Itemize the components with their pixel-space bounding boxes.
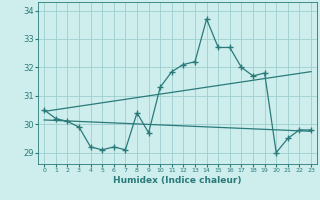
X-axis label: Humidex (Indice chaleur): Humidex (Indice chaleur) — [113, 176, 242, 185]
